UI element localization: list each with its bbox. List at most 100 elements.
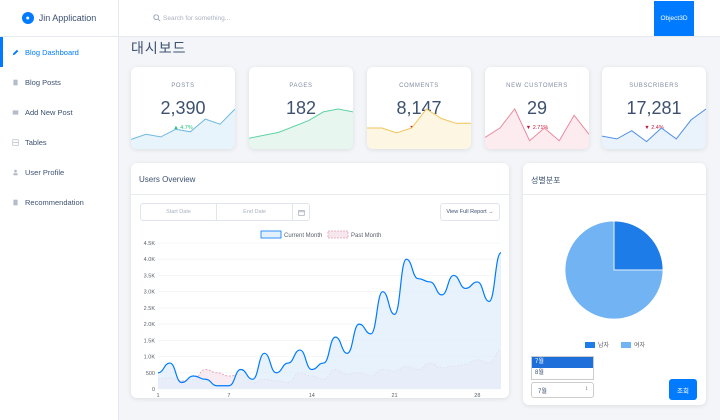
arrow-down-icon: ▼ <box>644 125 652 131</box>
series-area <box>158 252 501 389</box>
sparkline <box>249 108 353 149</box>
month-select[interactable]: 7월 ↕ <box>531 382 594 398</box>
month-option[interactable]: 8월 <box>535 370 544 376</box>
y-tick-label: 2.0K <box>144 322 156 328</box>
pencil-icon <box>12 49 19 56</box>
top-navbar: Object3D <box>119 0 720 37</box>
stat-card: SUBSCRIBERS 17,281 ▼ 2.4% <box>602 67 706 149</box>
sidebar-item-label: Tables <box>25 137 47 147</box>
sidebar-item-label: Add New Post <box>25 107 73 117</box>
legend-swatch <box>585 342 595 348</box>
brand[interactable]: ● Jin Application <box>0 0 118 37</box>
stat-value: 29 <box>526 98 548 118</box>
stat-value: 2,390 <box>160 98 206 118</box>
divider <box>523 194 706 195</box>
stat-delta: ▲ 4.7% <box>131 125 235 131</box>
x-tick-label: 1 <box>156 393 159 399</box>
y-tick-label: 1.5K <box>144 338 156 344</box>
pie-slice <box>564 220 664 320</box>
stat-value: 17,281 <box>626 98 682 118</box>
calendar-icon[interactable] <box>293 204 309 220</box>
submit-button[interactable]: 조회 <box>669 379 697 400</box>
document-icon <box>12 199 19 206</box>
sidebar-item-label: User Profile <box>25 167 65 177</box>
gender-distribution-panel: 성별분포 남자 여자 7월 ↕ 7월 8월 조회 <box>523 163 706 405</box>
stat-delta-value: 2.4% <box>651 125 664 131</box>
document-icon <box>12 79 19 86</box>
end-date-input[interactable]: End Date <box>217 204 294 220</box>
stat-label: SUBSCRIBERS <box>629 83 679 89</box>
legend-swatch <box>327 230 349 239</box>
legend-label: Current Month <box>284 233 322 239</box>
legend-label: 남자 <box>598 341 610 349</box>
sidebar-item[interactable]: Blog Posts <box>0 67 118 97</box>
add-note-icon <box>12 109 19 116</box>
y-tick-label: 500 <box>146 371 155 377</box>
app-logo-icon: ● <box>21 12 34 24</box>
y-tick-label: 0 <box>152 387 155 393</box>
sidebar-item-label: Blog Posts <box>25 77 61 87</box>
y-tick-label: 3.0K <box>144 290 156 296</box>
stat-value: 182 <box>285 98 317 118</box>
legend-label: Past Month <box>351 233 381 239</box>
sidebar-item-label: Blog Dashboard <box>25 47 79 57</box>
x-tick-label: 21 <box>391 393 397 399</box>
series-line <box>157 252 502 387</box>
chevron-updown-icon: ↕ <box>585 386 588 392</box>
stat-delta: ▼ 2.71% <box>485 125 589 131</box>
users-overview-title: Users Overview <box>139 175 196 184</box>
sparkline <box>602 108 706 149</box>
view-full-report-button[interactable]: View Full Report → <box>440 203 500 221</box>
stat-label: NEW CUSTOMERS <box>506 83 568 89</box>
sidebar-item[interactable]: Blog Dashboard <box>0 37 118 67</box>
arrow-down-icon: ▼ <box>525 125 533 131</box>
x-tick-label: 14 <box>309 393 315 399</box>
stat-label: POSTS <box>171 83 195 89</box>
users-overview-panel: Users Overview Start Date End Date View … <box>131 163 509 399</box>
page-title: 대시보드 <box>131 40 187 56</box>
month-dropdown: 7월 8월 <box>531 356 594 380</box>
pie-slice <box>613 220 664 271</box>
user-icon <box>12 169 19 176</box>
gender-title: 성별분포 <box>531 176 561 185</box>
sparkline <box>485 108 589 149</box>
y-tick-label: 1.0K <box>144 355 156 361</box>
search-input[interactable] <box>163 11 463 26</box>
sparkline <box>367 108 471 149</box>
sidebar-item[interactable]: Add New Post <box>0 97 118 127</box>
x-tick-label: 28 <box>474 393 480 399</box>
object3d-button[interactable]: Object3D <box>654 1 694 36</box>
date-range: Start Date End Date <box>140 203 310 221</box>
sidebar: ● Jin Application Blog Dashboard Blog Pos… <box>0 0 119 420</box>
stat-label: COMMENTS <box>399 83 439 89</box>
start-date-input[interactable]: Start Date <box>141 204 218 220</box>
sparkline <box>131 108 235 149</box>
stat-delta-value: 2.71% <box>532 125 549 131</box>
stat-delta-value: 4.7% <box>180 125 193 131</box>
table-icon <box>12 138 19 146</box>
gender-pie-chart: 남자 여자 <box>564 220 664 349</box>
divider <box>131 194 509 195</box>
y-tick-label: 3.5K <box>144 273 156 279</box>
app-title: Jin Application <box>38 13 97 23</box>
stat-card: NEW CUSTOMERS 29 ▼ 2.71% <box>485 67 589 149</box>
month-select-value: 7월 <box>538 388 547 395</box>
stat-label: PAGES <box>289 83 313 89</box>
arrow-up-icon: ▲ <box>173 125 181 131</box>
users-overview-chart: 0 500 1.0K 1.5K 2.0K 2.5K 3.0K 3.5K 4.0K 4.5K 1 7 14… <box>144 230 502 399</box>
legend-swatch <box>260 230 282 239</box>
legend-swatch <box>621 342 631 348</box>
month-option[interactable]: 7월 <box>532 357 593 368</box>
sidebar-item[interactable]: Tables <box>0 127 118 157</box>
stat-delta: ▼ 2.4% <box>602 125 706 131</box>
stat-card: POSTS 2,390 ▲ 4.7% <box>131 67 235 149</box>
sidebar-item[interactable]: User Profile <box>0 157 118 187</box>
sidebar-item[interactable]: Recommendation <box>0 187 118 217</box>
y-tick-label: 2.5K <box>144 306 156 312</box>
x-tick-label: 7 <box>227 393 230 399</box>
y-tick-label: 4.5K <box>144 241 156 247</box>
legend-label: 여자 <box>634 341 646 349</box>
y-tick-label: 4.0K <box>144 257 156 263</box>
